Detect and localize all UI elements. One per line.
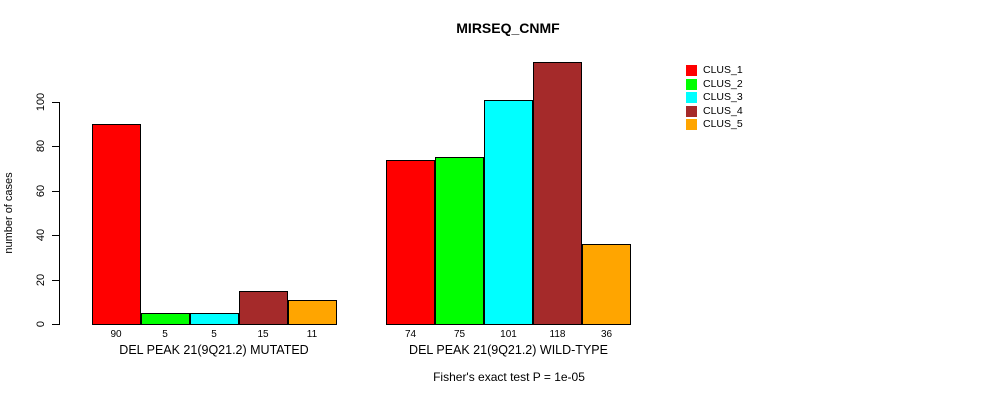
bar-value-label: 36 bbox=[600, 329, 613, 340]
bar-clus_1-group2 bbox=[386, 160, 435, 325]
bar-value-label: 74 bbox=[404, 329, 417, 340]
y-tick bbox=[52, 279, 60, 281]
legend-swatch-icon bbox=[686, 78, 697, 90]
bar-value-label: 101 bbox=[500, 329, 517, 340]
bar-clus_2-group2 bbox=[435, 157, 484, 325]
y-tick bbox=[52, 146, 60, 148]
bar-clus_2-group1 bbox=[140, 313, 190, 325]
legend-label: CLUS_4 bbox=[703, 104, 743, 117]
bar-value-label: 75 bbox=[453, 329, 466, 340]
group-label: DEL PEAK 21(9Q21.2) MUTATED bbox=[119, 343, 309, 357]
bar-value-label: 11 bbox=[306, 329, 318, 340]
bar-clus_4-group2 bbox=[533, 62, 582, 325]
bar-clus_5-group2 bbox=[582, 244, 631, 325]
legend-swatch-icon bbox=[686, 119, 697, 131]
bar-clus_3-group1 bbox=[189, 313, 239, 325]
chart-title: MIRSEQ_CNMF bbox=[456, 20, 560, 36]
fisher-test-note: Fisher's exact test P = 1e-05 bbox=[433, 370, 585, 384]
legend-swatch-icon bbox=[686, 105, 697, 117]
y-tick-label: 40 bbox=[35, 229, 47, 242]
y-tick-label: 80 bbox=[35, 140, 47, 153]
y-tick-label: 60 bbox=[35, 184, 47, 197]
y-tick-label: 100 bbox=[35, 92, 47, 112]
legend-label: CLUS_3 bbox=[703, 91, 743, 104]
bar-clus_5-group1 bbox=[287, 300, 337, 325]
y-tick bbox=[52, 190, 60, 192]
legend-swatch-icon bbox=[686, 92, 697, 104]
y-tick-label: 0 bbox=[35, 320, 47, 328]
bar-value-label: 118 bbox=[549, 329, 566, 340]
y-tick bbox=[52, 324, 60, 325]
bar-value-label: 5 bbox=[162, 329, 168, 340]
bar-clus_3-group2 bbox=[484, 100, 533, 325]
y-axis-line bbox=[59, 102, 60, 325]
bar-clus_1-group1 bbox=[91, 124, 141, 325]
legend-label: CLUS_2 bbox=[703, 77, 743, 90]
y-axis-label: number of cases bbox=[3, 172, 15, 254]
group-label: DEL PEAK 21(9Q21.2) WILD-TYPE bbox=[409, 343, 608, 357]
bar-value-label: 15 bbox=[257, 329, 269, 340]
y-tick bbox=[52, 102, 60, 103]
legend-label: CLUS_5 bbox=[703, 118, 743, 131]
legend-swatch-icon bbox=[686, 65, 697, 76]
bar-clus_4-group1 bbox=[238, 291, 288, 325]
bar-value-label: 90 bbox=[110, 329, 122, 340]
y-tick bbox=[52, 235, 60, 237]
bar-value-label: 5 bbox=[211, 329, 217, 340]
y-tick-label: 20 bbox=[35, 273, 47, 286]
legend-label: CLUS_1 bbox=[703, 64, 743, 76]
